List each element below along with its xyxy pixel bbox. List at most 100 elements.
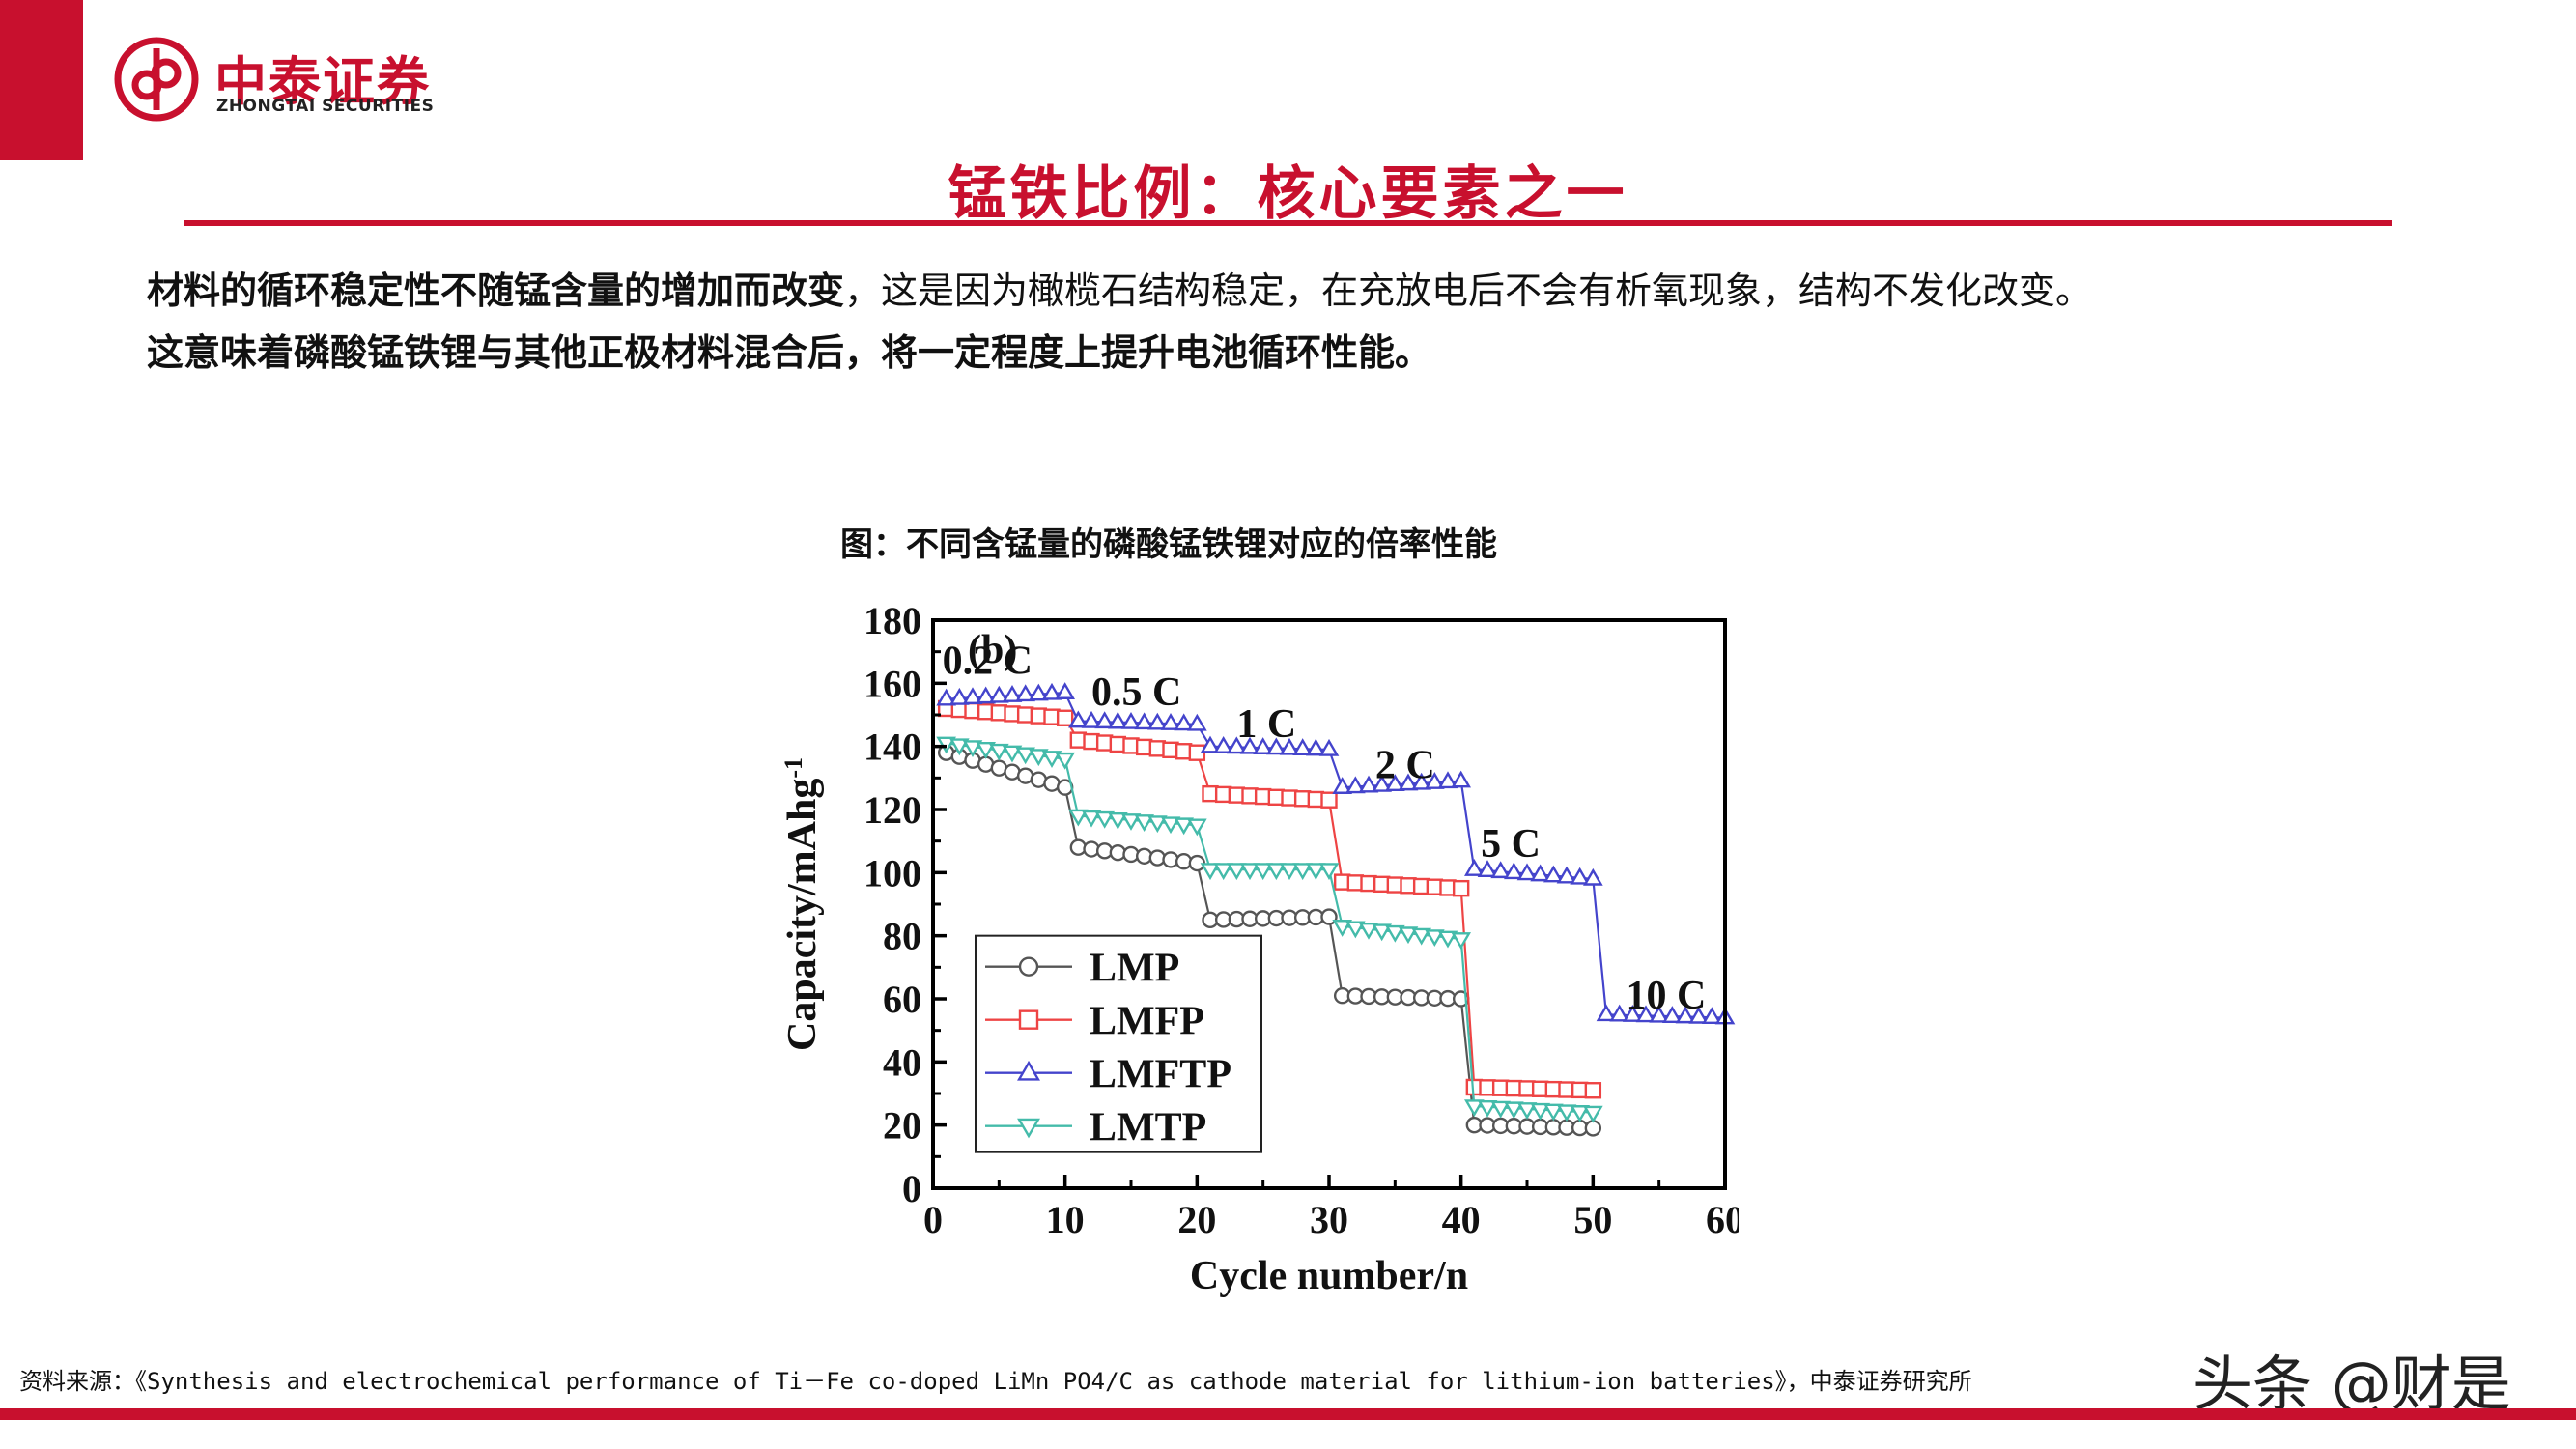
data-point-lmftp: [1623, 1005, 1643, 1022]
data-point-lmftp: [1002, 685, 1023, 702]
data-point-lmftp: [1306, 738, 1326, 756]
x-tick-label: 0: [923, 1198, 943, 1241]
data-point-lmftp: [1504, 862, 1524, 880]
data-point-lmtp: [1279, 863, 1300, 881]
data-point-lmtp: [1160, 816, 1181, 835]
data-point-lmftp: [1609, 1004, 1629, 1022]
data-point-lmftp: [1200, 735, 1221, 753]
y-tick-label: 160: [863, 662, 921, 705]
page-title: 锰铁比例：核心要素之一: [948, 160, 1628, 228]
data-point-lmftp: [1120, 711, 1142, 729]
company-logo: 中泰证券 ZHONGTAI SECURITIES: [114, 37, 462, 124]
data-point-lmftp: [989, 685, 1009, 703]
data-point-lmftp: [1041, 682, 1062, 700]
watermark: 头条 @财是: [2193, 1349, 2511, 1419]
data-point-lmftp: [1147, 712, 1168, 730]
rate-label: 0.2 C: [943, 639, 1033, 684]
panel-label: (b): [968, 628, 1017, 672]
legend-marker-lmtp: [1017, 1118, 1040, 1139]
logo-chinese-text: 中泰证券: [214, 51, 431, 112]
footer-red-bar: [0, 1408, 2576, 1420]
data-point-lmtp: [1055, 752, 1075, 770]
data-point-lmfp: [1452, 879, 1470, 897]
y-tick-label: 100: [863, 851, 921, 895]
data-point-lmfp: [1320, 791, 1338, 809]
data-point-lmftp: [1702, 1007, 1722, 1025]
y-tick-label: 0: [902, 1167, 921, 1210]
data-point-lmftp: [1213, 736, 1233, 753]
data-point-lmftp: [1477, 860, 1498, 877]
data-point-lmtp: [1570, 1105, 1590, 1122]
data-point-lmftp: [1332, 777, 1352, 794]
x-axis-label: Cycle number/n: [1190, 1254, 1468, 1298]
data-point-lmtp: [976, 742, 996, 759]
data-point-lmtp: [1332, 920, 1352, 937]
rate-label: 10 C: [1627, 974, 1707, 1018]
data-point-lmtp: [949, 738, 970, 756]
data-point-lmftp: [1134, 712, 1154, 730]
data-point-lmtp: [1490, 1100, 1511, 1119]
data-point-lmtp: [1187, 818, 1207, 837]
x-tick-label: 60: [1706, 1198, 1739, 1241]
y-tick-label: 180: [863, 599, 921, 642]
data-point-lmftp: [1451, 770, 1471, 788]
data-point-lmp: [1584, 1120, 1602, 1137]
data-point-lmftp: [1174, 713, 1194, 731]
data-point-lmftp: [1398, 773, 1419, 791]
header-red-block: [0, 0, 83, 160]
data-point-lmftp: [1530, 864, 1550, 882]
rate-capability-chart: 0 20 40 60 80 100 120 140 160 180 0 10 20 30 40 50 60 Cyc…: [779, 599, 1740, 1298]
y-axis-label-superscript: -1: [779, 757, 807, 779]
data-point-lmtp: [1530, 1102, 1550, 1121]
data-point-lmtp: [1345, 921, 1366, 939]
data-point-lmftp: [1160, 713, 1181, 730]
data-point-lmftp: [1227, 736, 1247, 754]
data-point-lmtp: [962, 740, 983, 758]
y-tick-label: 40: [883, 1040, 921, 1084]
figure-title: 图：不同含锰量的磷酸锰铁锂对应的倍率性能: [840, 526, 1497, 564]
data-point-lmfp: [1584, 1082, 1602, 1099]
data-point-lmtp: [1385, 924, 1405, 943]
data-point-lmftp: [1266, 737, 1287, 755]
data-point-lmtp: [1094, 810, 1115, 829]
data-point-lmftp: [1358, 775, 1379, 793]
x-tick-label: 40: [1442, 1198, 1481, 1241]
data-point-lmftp: [949, 687, 970, 705]
data-point-lmtp: [1266, 863, 1287, 881]
rate-label: 0.5 C: [1091, 670, 1181, 715]
data-point-lmtp: [1213, 863, 1233, 881]
data-point-lmftp: [1068, 710, 1089, 728]
data-point-lmftp: [962, 687, 983, 705]
x-tick-label: 50: [1573, 1198, 1612, 1241]
legend-label-lmp: LMP: [1090, 947, 1179, 991]
legend-label-lmfp: LMFP: [1090, 1000, 1204, 1044]
data-point-lmftp: [1583, 867, 1603, 886]
data-point-lmtp: [1358, 922, 1379, 940]
series-lmfp: [937, 699, 1602, 1099]
data-point-lmtp: [1411, 927, 1431, 946]
data-point-lmftp: [1372, 774, 1392, 792]
data-point-lmftp: [1596, 1004, 1617, 1022]
data-point-lmftp: [1570, 867, 1590, 885]
data-point-lmtp: [1029, 749, 1049, 767]
data-point-lmtp: [1583, 1105, 1603, 1123]
data-point-lmtp: [1556, 1104, 1577, 1122]
data-point-lmftp: [1029, 683, 1049, 701]
series-lmtp: [936, 736, 1603, 1123]
data-point-lmftp: [1318, 738, 1340, 756]
data-point-lmfp: [1056, 709, 1074, 726]
data-point-lmftp: [1516, 863, 1538, 881]
y-tick-label: 140: [863, 725, 921, 769]
data-point-lmftp: [1015, 684, 1035, 702]
data-point-lmftp: [1662, 1006, 1683, 1023]
data-point-lmftp: [1055, 682, 1075, 699]
data-point-lmftp: [1187, 713, 1207, 731]
data-point-lmftp: [1253, 737, 1273, 754]
data-point-lmftp: [1279, 737, 1300, 755]
data-point-lmtp: [1227, 863, 1247, 881]
x-tick-label: 10: [1046, 1198, 1085, 1241]
data-point-lmftp: [1635, 1005, 1656, 1023]
data-point-lmtp: [1477, 1099, 1498, 1118]
data-point-lmftp: [1688, 1006, 1709, 1024]
data-point-lmtp: [1318, 863, 1340, 881]
